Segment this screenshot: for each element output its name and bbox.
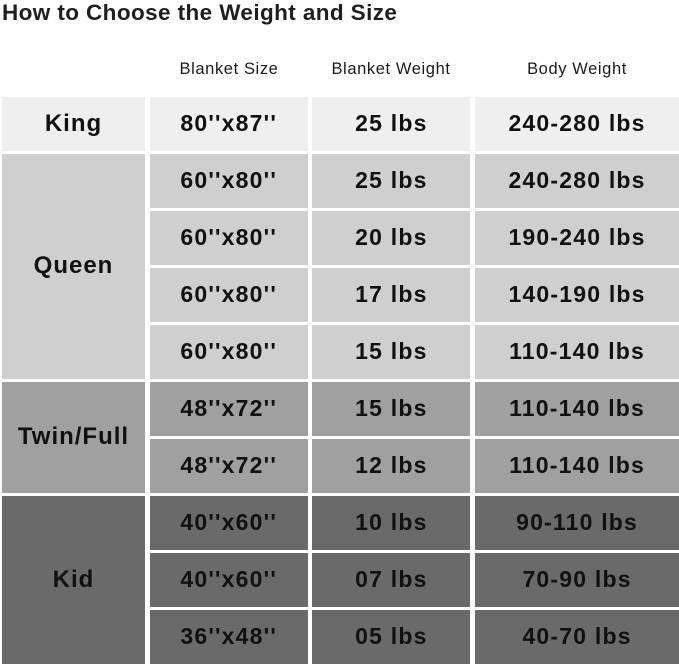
blanket-size-cell: 36''x48'' bbox=[149, 610, 308, 664]
body-weight-cell: 240-280 lbs bbox=[475, 154, 679, 208]
blanket-weight-cell: 05 lbs bbox=[312, 610, 471, 664]
blanket-size-cell: 40''x60'' bbox=[149, 553, 308, 607]
size-label: Queen bbox=[2, 154, 145, 379]
blanket-weight-cell: 15 lbs bbox=[312, 325, 471, 379]
blanket-weight-cell: 25 lbs bbox=[312, 154, 471, 208]
header-blanket-size: Blanket Size bbox=[179, 60, 279, 78]
blanket-size-cell: 60''x80'' bbox=[149, 154, 308, 208]
blanket-size-cell: 48''x72'' bbox=[149, 382, 308, 436]
size-label: King bbox=[2, 97, 145, 151]
body-weight-cell: 190-240 lbs bbox=[475, 211, 679, 265]
blanket-size-cell: 60''x80'' bbox=[149, 325, 308, 379]
body-weight-cell: 110-140 lbs bbox=[475, 439, 679, 493]
blanket-weight-cell: 10 lbs bbox=[312, 496, 471, 550]
body-weight-cell: 110-140 lbs bbox=[475, 382, 679, 436]
header-blanket-weight: Blanket Weight bbox=[331, 60, 451, 78]
body-weight-cell: 110-140 lbs bbox=[475, 325, 679, 379]
blanket-weight-cell: 15 lbs bbox=[312, 382, 471, 436]
blanket-weight-cell: 12 lbs bbox=[312, 439, 471, 493]
blanket-weight-cell: 25 lbs bbox=[312, 97, 471, 151]
blanket-size-cell: 60''x80'' bbox=[149, 268, 308, 322]
size-label: Twin/Full bbox=[2, 382, 145, 493]
blanket-size-cell: 80''x87'' bbox=[149, 97, 308, 151]
body-weight-cell: 90-110 lbs bbox=[475, 496, 679, 550]
blanket-weight-cell: 20 lbs bbox=[312, 211, 471, 265]
blanket-size-cell: 48''x72'' bbox=[149, 439, 308, 493]
body-weight-cell: 70-90 lbs bbox=[475, 553, 679, 607]
header-body-weight: Body Weight bbox=[527, 60, 627, 78]
blanket-size-cell: 40''x60'' bbox=[149, 496, 308, 550]
blanket-size-cell: 60''x80'' bbox=[149, 211, 308, 265]
body-weight-cell: 40-70 lbs bbox=[475, 610, 679, 664]
size-table: King 80''x87'' 25 lbs 240-280 lbs Queen 60''x… bbox=[2, 97, 679, 665]
blanket-weight-cell: 17 lbs bbox=[312, 268, 471, 322]
body-weight-cell: 240-280 lbs bbox=[475, 97, 679, 151]
size-label: Kid bbox=[2, 496, 145, 664]
page-title: How to Choose the Weight and Size bbox=[2, 0, 398, 25]
body-weight-cell: 140-190 lbs bbox=[475, 268, 679, 322]
blanket-weight-cell: 07 lbs bbox=[312, 553, 471, 607]
